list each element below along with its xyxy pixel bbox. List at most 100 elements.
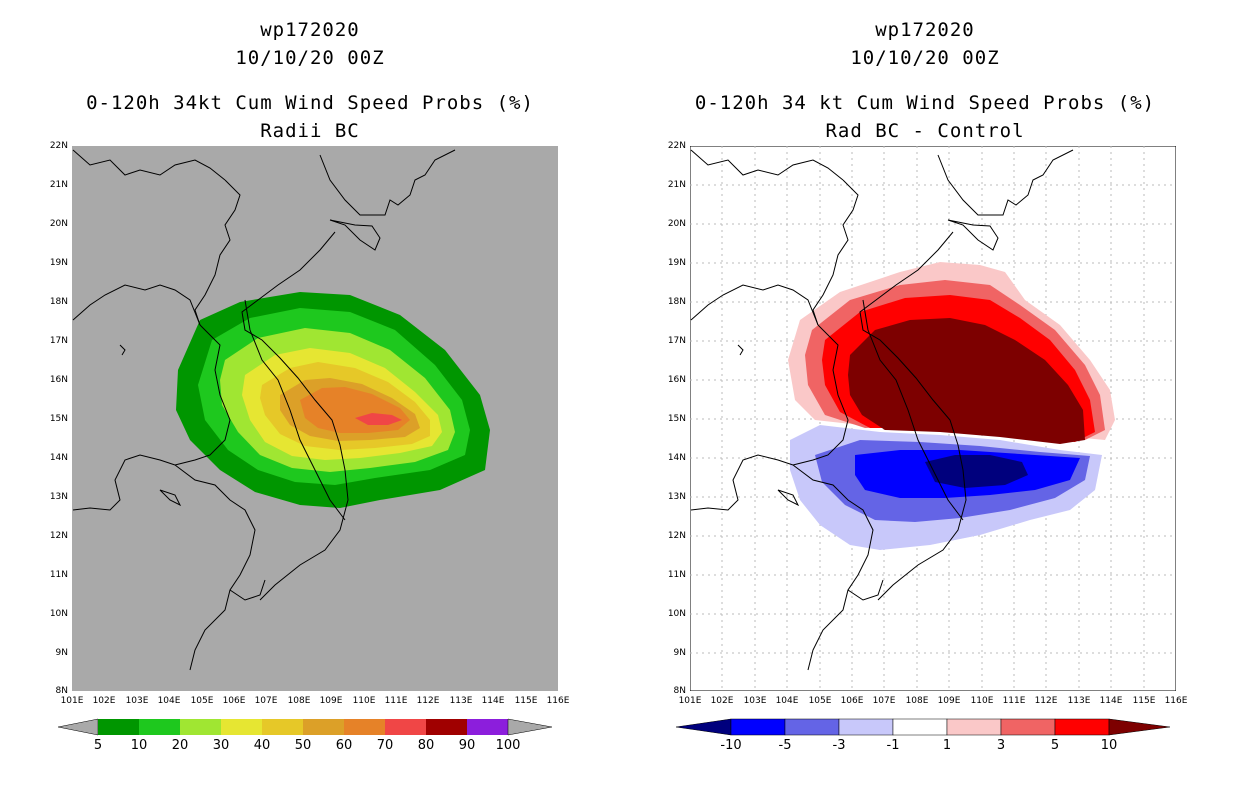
lat-label: 16N: [667, 375, 686, 385]
lon-label: 108E: [287, 696, 311, 706]
lat-label: 9N: [673, 648, 686, 658]
lat-label: 13N: [667, 492, 686, 502]
colorbar-swatch: [180, 719, 221, 735]
colorbar-label: 20: [171, 738, 189, 753]
lon-label: 107E: [872, 696, 896, 706]
left-storm-id: wp172020: [260, 19, 360, 41]
lon-label: 107E: [254, 696, 278, 706]
left-date: 10/10/20 00Z: [235, 47, 385, 69]
colorbar-swatch: [1000, 718, 1056, 736]
colorbar-swatch: [892, 718, 948, 736]
lon-label: 111E: [1002, 696, 1026, 706]
lat-label: 12N: [49, 531, 68, 541]
colorbar-swatch: [98, 719, 139, 735]
colorbar-label: -1: [886, 738, 900, 753]
lat-label: 15N: [49, 414, 68, 424]
lat-label: 22N: [667, 141, 686, 151]
lon-label: 101E: [60, 696, 84, 706]
right-colorbar: [676, 717, 1172, 737]
colorbar-swatch: [262, 719, 303, 735]
right-coastlines: [690, 149, 1074, 671]
left-coastlines: [72, 149, 456, 671]
colorbar-label: 80: [417, 738, 435, 753]
lon-label: 114E: [1099, 696, 1123, 706]
left-colorbar: [58, 717, 554, 737]
colorbar-swatch: [784, 718, 840, 736]
lon-label: 101E: [678, 696, 702, 706]
lat-label: 8N: [55, 686, 68, 696]
lat-label: 20N: [49, 219, 68, 229]
colorbar-high-arrow: [1108, 718, 1171, 736]
right-subtitle: Rad BC - Control: [825, 120, 1025, 142]
lon-label: 103E: [743, 696, 767, 706]
colorbar-low-arrow: [676, 718, 732, 736]
colorbar-swatch: [467, 719, 508, 735]
lon-label: 112E: [416, 696, 440, 706]
lat-label: 13N: [49, 492, 68, 502]
lon-label: 108E: [905, 696, 929, 706]
right-gridlines: [690, 146, 1176, 691]
lon-label: 113E: [1067, 696, 1091, 706]
colorbar-label: 50: [294, 738, 312, 753]
colorbar-low-arrow: [58, 718, 99, 736]
colorbar-label: 30: [212, 738, 230, 753]
lat-label: 14N: [49, 453, 68, 463]
lon-label: 103E: [125, 696, 149, 706]
colorbar-swatch: [221, 719, 262, 735]
colorbar-label: 3: [996, 738, 1006, 753]
lon-label: 111E: [384, 696, 408, 706]
lon-label: 116E: [546, 696, 570, 706]
lat-label: 15N: [667, 414, 686, 424]
lon-label: 112E: [1034, 696, 1058, 706]
colorbar-label: 5: [1050, 738, 1060, 753]
colorbar-label: -10: [720, 738, 742, 753]
lat-label: 18N: [667, 297, 686, 307]
colorbar-label: 90: [458, 738, 476, 753]
colorbar-swatch: [139, 719, 180, 735]
right-difference-contours: [788, 262, 1115, 550]
colorbar-label: 5: [93, 738, 103, 753]
colorbar-label: 40: [253, 738, 271, 753]
left-subtitle: Radii BC: [260, 120, 360, 142]
lat-label: 19N: [49, 258, 68, 268]
right-difference-map: [690, 146, 1176, 691]
lon-label: 116E: [1164, 696, 1188, 706]
lon-label: 109E: [937, 696, 961, 706]
lon-label: 115E: [514, 696, 538, 706]
lon-label: 114E: [481, 696, 505, 706]
lat-label: 9N: [55, 648, 68, 658]
lat-label: 11N: [49, 570, 68, 580]
colorbar-label: -5: [778, 738, 792, 753]
lat-label: 22N: [49, 141, 68, 151]
colorbar-label: 10: [130, 738, 148, 753]
lon-label: 113E: [449, 696, 473, 706]
lat-label: 21N: [667, 180, 686, 190]
right-product-title: 0-120h 34 kt Cum Wind Speed Probs (%): [694, 92, 1156, 114]
lat-label: 11N: [667, 570, 686, 580]
lat-label: 10N: [49, 609, 68, 619]
lat-label: 20N: [667, 219, 686, 229]
colorbar-label: 10: [1100, 738, 1118, 753]
colorbar-swatch: [1054, 718, 1110, 736]
lat-label: 17N: [49, 336, 68, 346]
lat-label: 10N: [667, 609, 686, 619]
colorbar-swatch: [385, 719, 426, 735]
lon-label: 104E: [775, 696, 799, 706]
lon-label: 109E: [319, 696, 343, 706]
lon-label: 106E: [222, 696, 246, 706]
colorbar-label: 60: [335, 738, 353, 753]
colorbar-label: -3: [832, 738, 846, 753]
lon-label: 105E: [190, 696, 214, 706]
lat-label: 19N: [667, 258, 686, 268]
lon-label: 102E: [92, 696, 116, 706]
colorbar-high-arrow: [507, 718, 553, 736]
colorbar-label: 1: [942, 738, 952, 753]
colorbar-swatch: [303, 719, 344, 735]
right-date: 10/10/20 00Z: [850, 47, 1000, 69]
lat-label: 18N: [49, 297, 68, 307]
lat-label: 8N: [673, 686, 686, 696]
lon-label: 110E: [352, 696, 376, 706]
colorbar-swatch: [838, 718, 894, 736]
right-storm-id: wp172020: [875, 19, 975, 41]
left-probability-map: [72, 146, 558, 691]
